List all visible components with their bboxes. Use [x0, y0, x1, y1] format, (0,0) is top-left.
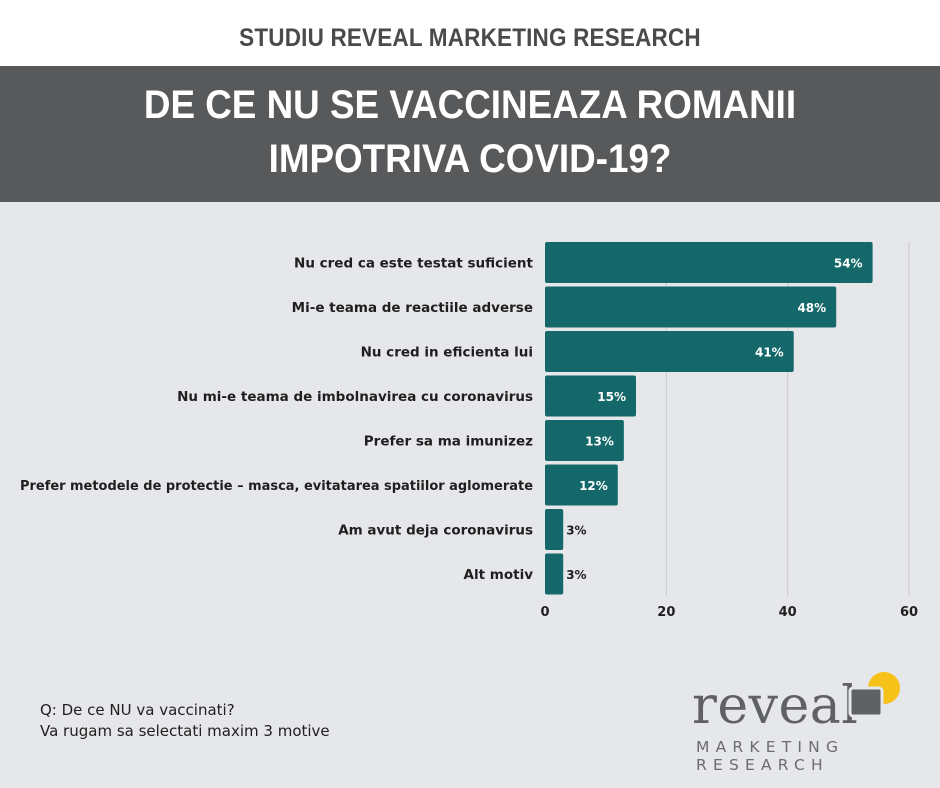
- data-label: 54%: [834, 257, 863, 271]
- question-line2: Va rugam sa selectati maxim 3 motive: [40, 722, 330, 740]
- x-axis-ticks: 0 20 40 60: [540, 605, 918, 620]
- main-title-line2: IMPOTRIVA COVID-19?: [268, 137, 672, 181]
- data-label: 3%: [566, 568, 586, 582]
- main-title: DE CE NU SE VACCINEAZA ROMANII IMPOTRIVA…: [38, 78, 903, 186]
- question-text: Q: De ce NU va vaccinati? Va rugam sa se…: [40, 700, 330, 742]
- category-label: Nu mi-e teama de imbolnavirea cu coronav…: [177, 389, 533, 405]
- logo-line2: RESEARCH: [696, 756, 829, 774]
- main-title-line1: DE CE NU SE VACCINEAZA ROMANII: [143, 83, 797, 127]
- logo-line1: MARKETING: [696, 738, 845, 756]
- category-labels: Nu cred ca este testat suficient Mi-e tea…: [20, 256, 534, 584]
- study-title: STUDIU REVEAL MARKETING RESEARCH: [239, 24, 701, 52]
- data-label: 3%: [566, 524, 586, 538]
- category-label: Prefer sa ma imunizez: [364, 434, 533, 450]
- bar: [545, 553, 564, 595]
- x-tick-label: 40: [779, 605, 797, 620]
- bar: [545, 420, 624, 461]
- x-tick-label: 60: [900, 605, 918, 620]
- title-band: [0, 66, 940, 202]
- bar-chart: 54% 48% 41% 15% 13% 12% 3% 3% Nu cred ca este t…: [20, 242, 918, 620]
- bar: [545, 509, 564, 550]
- bar: [545, 286, 837, 328]
- category-label: Mi-e teama de reactiile adverse: [292, 300, 533, 316]
- data-label: 48%: [797, 301, 826, 315]
- bar: [545, 375, 636, 417]
- question-line1: Q: De ce NU va vaccinati?: [40, 701, 235, 719]
- category-label: Am avut deja coronavirus: [338, 523, 533, 539]
- logo-block-icon: [848, 686, 884, 718]
- top-band: [0, 0, 940, 66]
- data-label: 15%: [597, 390, 626, 404]
- bar: [545, 464, 618, 506]
- data-label: 13%: [585, 435, 614, 449]
- logo-wordmark: reveal: [692, 676, 859, 736]
- data-label: 12%: [579, 479, 608, 493]
- category-label: Prefer metodele de protectie – masca, ev…: [20, 478, 533, 494]
- category-label: Nu cred ca este testat suficient: [294, 256, 534, 272]
- data-label: 41%: [755, 346, 784, 360]
- bars: 54% 48% 41% 15% 13% 12% 3% 3%: [545, 242, 873, 595]
- category-label: Alt motiv: [464, 567, 534, 583]
- x-tick-label: 0: [540, 605, 549, 620]
- category-label: Nu cred in eficienta lui: [361, 345, 533, 361]
- reveal-logo: reveal MARKETING RESEARCH: [690, 672, 905, 776]
- bar: [545, 242, 873, 283]
- bar: [545, 331, 794, 372]
- x-tick-label: 20: [657, 605, 675, 620]
- logo-mark-icon: [848, 672, 900, 718]
